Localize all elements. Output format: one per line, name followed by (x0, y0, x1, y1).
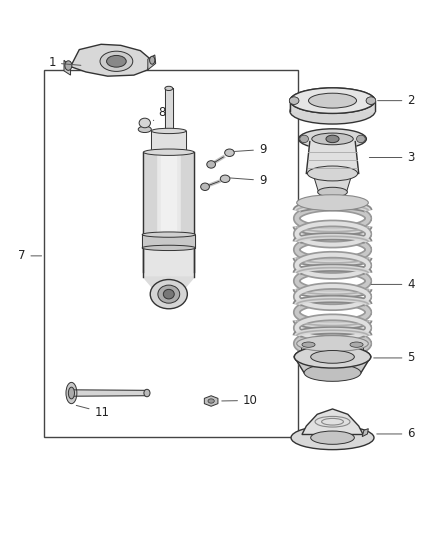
Text: 2: 2 (378, 94, 415, 107)
Polygon shape (313, 173, 352, 192)
Polygon shape (142, 235, 195, 248)
Ellipse shape (201, 183, 209, 190)
Polygon shape (144, 152, 156, 272)
Ellipse shape (144, 389, 150, 397)
Ellipse shape (297, 195, 368, 211)
Text: 9: 9 (234, 143, 266, 156)
Polygon shape (148, 55, 155, 70)
Polygon shape (302, 409, 363, 434)
Text: 4: 4 (371, 278, 415, 291)
Ellipse shape (290, 88, 375, 114)
Text: 1: 1 (49, 56, 81, 69)
Ellipse shape (300, 135, 308, 143)
Ellipse shape (225, 149, 234, 157)
Ellipse shape (299, 129, 366, 149)
Polygon shape (71, 44, 150, 76)
Ellipse shape (304, 365, 361, 381)
Ellipse shape (100, 51, 133, 71)
Ellipse shape (311, 431, 354, 445)
Ellipse shape (208, 399, 214, 403)
Text: 3: 3 (369, 151, 415, 164)
Polygon shape (349, 345, 364, 357)
Polygon shape (64, 60, 71, 75)
Polygon shape (181, 152, 194, 272)
Ellipse shape (366, 97, 376, 104)
Polygon shape (151, 131, 186, 150)
Ellipse shape (291, 426, 374, 450)
Ellipse shape (289, 97, 299, 104)
Polygon shape (161, 152, 177, 272)
Text: 11: 11 (76, 406, 110, 418)
Ellipse shape (138, 126, 151, 133)
Ellipse shape (307, 166, 357, 181)
Ellipse shape (106, 55, 126, 67)
Ellipse shape (318, 187, 347, 197)
Ellipse shape (294, 346, 371, 368)
Text: 5: 5 (374, 351, 415, 365)
Ellipse shape (302, 342, 315, 348)
Polygon shape (144, 152, 194, 272)
Ellipse shape (308, 93, 357, 108)
Text: 7: 7 (18, 249, 42, 262)
Text: 10: 10 (222, 394, 258, 407)
Ellipse shape (220, 175, 230, 182)
Ellipse shape (65, 61, 72, 70)
Ellipse shape (312, 133, 353, 145)
Polygon shape (205, 395, 218, 406)
Ellipse shape (207, 161, 215, 168)
Ellipse shape (165, 86, 173, 91)
Ellipse shape (290, 88, 375, 114)
Ellipse shape (66, 382, 77, 403)
Polygon shape (306, 142, 359, 173)
Bar (44, 70, 297, 437)
Polygon shape (300, 345, 316, 357)
Polygon shape (362, 429, 368, 437)
Ellipse shape (142, 232, 195, 237)
Ellipse shape (151, 128, 186, 134)
Ellipse shape (163, 289, 174, 299)
Ellipse shape (150, 279, 187, 309)
Polygon shape (150, 150, 187, 152)
Ellipse shape (144, 149, 194, 156)
Polygon shape (71, 390, 147, 396)
Polygon shape (290, 101, 375, 111)
Ellipse shape (150, 56, 155, 64)
Polygon shape (144, 277, 194, 289)
Ellipse shape (158, 285, 180, 303)
Text: 9: 9 (230, 174, 266, 187)
Polygon shape (294, 357, 371, 373)
Ellipse shape (311, 351, 354, 364)
Ellipse shape (289, 97, 299, 104)
Ellipse shape (139, 118, 150, 128)
Ellipse shape (294, 346, 371, 368)
Ellipse shape (68, 387, 74, 399)
Polygon shape (144, 248, 194, 277)
Polygon shape (165, 88, 173, 131)
Text: 8: 8 (153, 106, 166, 120)
Ellipse shape (290, 99, 375, 124)
Ellipse shape (357, 135, 365, 143)
Ellipse shape (350, 342, 363, 348)
Text: 6: 6 (377, 427, 415, 440)
Ellipse shape (308, 93, 357, 108)
Ellipse shape (326, 135, 339, 143)
Ellipse shape (297, 336, 368, 352)
Ellipse shape (142, 245, 195, 251)
Ellipse shape (366, 97, 376, 104)
